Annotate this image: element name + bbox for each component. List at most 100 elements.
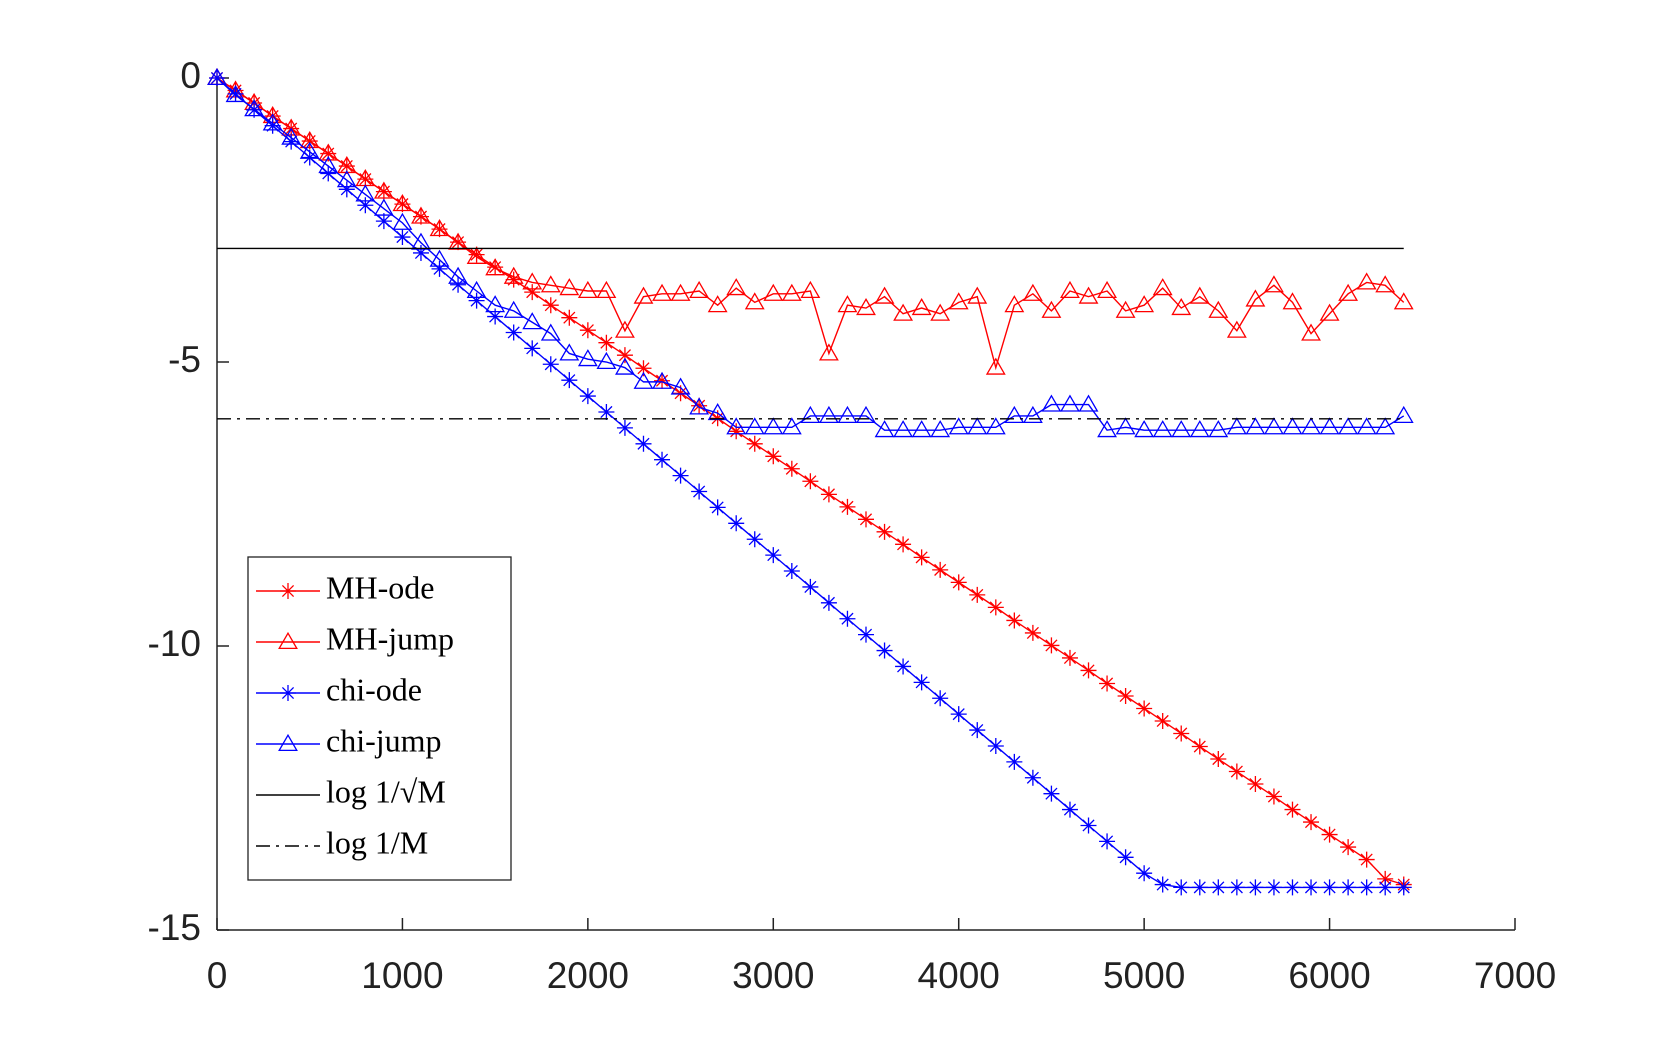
triangle-marker <box>763 417 784 435</box>
star-marker <box>858 626 874 643</box>
triangle-marker <box>318 143 339 161</box>
triangle-marker <box>1375 417 1396 435</box>
y-tick-label: -10 <box>148 623 201 664</box>
triangle-marker <box>985 357 1006 375</box>
star-marker <box>746 531 763 548</box>
triangle-marker <box>800 405 821 424</box>
star-marker <box>1099 675 1116 692</box>
triangle-marker <box>540 323 561 341</box>
triangle-marker <box>874 420 895 438</box>
triangle-marker <box>466 246 487 264</box>
star-marker <box>1099 833 1116 850</box>
triangle-marker <box>837 295 858 313</box>
triangle-marker <box>596 351 617 370</box>
star-marker <box>913 549 930 566</box>
triangle-marker <box>281 127 302 145</box>
triangle-marker <box>744 292 765 310</box>
triangle-marker <box>466 280 487 299</box>
star-marker <box>394 229 411 246</box>
triangle-marker <box>577 280 598 299</box>
triangle-marker <box>1245 417 1266 435</box>
triangle-marker <box>1338 417 1359 435</box>
star-marker <box>1247 776 1264 793</box>
star-marker <box>1340 839 1357 856</box>
triangle-marker <box>318 155 339 174</box>
triangle-marker <box>763 283 784 301</box>
triangle-marker <box>615 357 635 375</box>
triangle-marker <box>1245 289 1266 307</box>
star-marker <box>950 706 967 723</box>
triangle-marker <box>1134 295 1155 313</box>
star-marker <box>895 536 912 553</box>
triangle-marker <box>577 349 598 367</box>
star-marker <box>542 356 559 373</box>
triangle-marker <box>1097 420 1117 438</box>
triangle-marker <box>985 417 1006 435</box>
triangle-marker <box>911 420 932 438</box>
triangle-marker <box>411 232 431 250</box>
star-marker <box>1024 769 1041 786</box>
star-marker <box>1340 879 1357 896</box>
star-marker <box>524 340 541 357</box>
star-marker <box>598 334 615 351</box>
triangle-marker <box>1264 417 1284 435</box>
legend: MH-ode MH-jump chi-ode chi-jump log 1/√M log … <box>247 556 512 881</box>
triangle-marker <box>1189 286 1210 304</box>
triangle-marker <box>744 417 765 435</box>
y-tick-label: 0 <box>180 55 201 96</box>
star-marker <box>858 511 874 528</box>
triangle-marker <box>485 258 506 276</box>
star-marker <box>524 284 541 301</box>
star-marker <box>1024 624 1041 641</box>
star-marker <box>1358 851 1375 868</box>
triangle-marker <box>1022 283 1043 301</box>
triangle-marker <box>1393 292 1414 310</box>
star-marker <box>839 610 856 627</box>
star-marker <box>1228 879 1245 896</box>
star-marker <box>783 460 800 477</box>
x-tick-label: 6000 <box>1288 955 1370 996</box>
star-marker <box>1228 763 1245 780</box>
x-tick-label: 5000 <box>1103 955 1185 996</box>
legend-label: MH-ode <box>326 569 434 605</box>
star-marker <box>1191 879 1208 896</box>
triangle-marker <box>1134 420 1155 438</box>
star-marker <box>468 292 485 309</box>
star-marker <box>579 388 596 405</box>
star-marker <box>1006 612 1023 629</box>
star-marker <box>264 117 281 134</box>
legend-label: chi-jump <box>326 722 442 758</box>
triangle-marker <box>207 67 227 86</box>
triangle-marker <box>1338 283 1359 301</box>
star-marker <box>895 658 912 675</box>
series-line <box>216 77 1405 371</box>
triangle-marker <box>522 272 543 290</box>
star-marker <box>487 308 504 325</box>
triangle-marker <box>911 297 932 316</box>
star-marker <box>987 737 1004 754</box>
star-marker <box>969 722 986 739</box>
triangle-marker <box>448 232 468 250</box>
triangle-marker <box>1282 292 1303 310</box>
star-marker <box>950 574 967 591</box>
legend-label: log 1/√M <box>326 773 446 809</box>
triangle-marker <box>1041 394 1062 412</box>
star-marker <box>820 594 837 611</box>
star-marker <box>561 372 578 389</box>
triangle-marker <box>652 283 672 301</box>
triangle-marker <box>522 312 543 330</box>
triangle-marker <box>1393 405 1414 424</box>
star-marker <box>1154 712 1171 729</box>
triangle-marker <box>856 297 876 316</box>
star-marker <box>728 515 745 532</box>
triangle-marker <box>1301 323 1321 341</box>
triangle-marker <box>392 193 413 212</box>
x-tick-label: 4000 <box>918 955 1000 996</box>
star-marker <box>691 397 708 414</box>
triangle-marker <box>1041 300 1062 318</box>
star-marker <box>1358 879 1375 896</box>
star-marker <box>1136 700 1153 717</box>
star-marker <box>913 674 930 691</box>
legend-box <box>247 556 512 881</box>
